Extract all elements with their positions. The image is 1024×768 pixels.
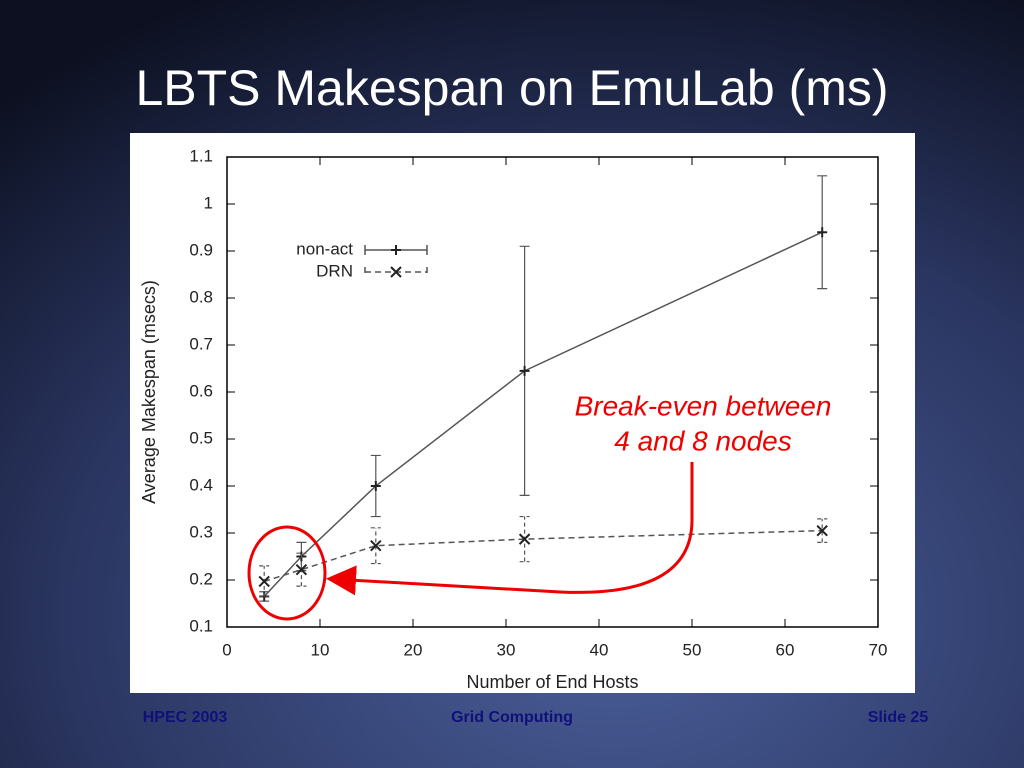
- x-tick-label: 50: [683, 640, 702, 659]
- annotation-arrow: [326, 462, 694, 596]
- series-line: [263, 529, 823, 583]
- y-tick-label: 0.6: [189, 381, 213, 400]
- y-tick-label: 0.5: [189, 428, 213, 447]
- error-bar: [817, 518, 828, 543]
- legend-label: non-act: [296, 239, 353, 258]
- x-tick-label: 10: [311, 640, 330, 659]
- x-tick-label: 70: [869, 640, 888, 659]
- y-tick-label: 1.1: [189, 146, 213, 165]
- footer-center: Grid Computing: [451, 709, 573, 726]
- y-axis-label: Average Makespan (msecs): [139, 280, 159, 504]
- y-tick-label: 0.7: [189, 334, 213, 353]
- x-tick-label: 30: [497, 640, 516, 659]
- point: [817, 227, 828, 238]
- footer-left: HPEC 2003: [143, 709, 228, 726]
- annotation: 4 and 8 nodes: [614, 425, 792, 456]
- point: [370, 481, 381, 491]
- y-tick-label: 1: [204, 193, 213, 212]
- point: [295, 563, 308, 576]
- x-tick-label: 40: [590, 640, 609, 659]
- point: [370, 539, 382, 552]
- x-tick-label: 0: [222, 640, 231, 659]
- y-tick-label: 0.3: [189, 522, 213, 541]
- point: [518, 533, 531, 545]
- y-tick-label: 0.9: [189, 240, 213, 259]
- footer-right: Slide 25: [868, 709, 929, 726]
- x-tick-label: 20: [404, 640, 423, 659]
- y-tick-label: 0.2: [189, 569, 213, 588]
- chart-area: [130, 133, 915, 693]
- y-tick-label: 0.8: [189, 287, 213, 306]
- slide-title: LBTS Makespan on EmuLab (ms): [135, 60, 888, 116]
- y-tick-label: 0.1: [189, 616, 213, 635]
- x-tick-label: 60: [776, 640, 795, 659]
- legend-label: DRN: [316, 261, 353, 280]
- x-axis-label: Number of End Hosts: [466, 672, 638, 692]
- point: [258, 575, 270, 588]
- point: [816, 524, 828, 537]
- chart: 0.1 0.2 0.3 0.4 0.5 0.6 0.7 0.8 0.9 1 1.1 0 10 20 30 40…: [139, 146, 888, 691]
- annotation: Break-even between: [575, 390, 832, 421]
- point: [519, 365, 530, 376]
- legend-marker: [390, 266, 402, 278]
- highlight-ellipse: [247, 525, 327, 621]
- y-tick-label: 0.4: [189, 475, 213, 494]
- legend-marker: [391, 245, 401, 255]
